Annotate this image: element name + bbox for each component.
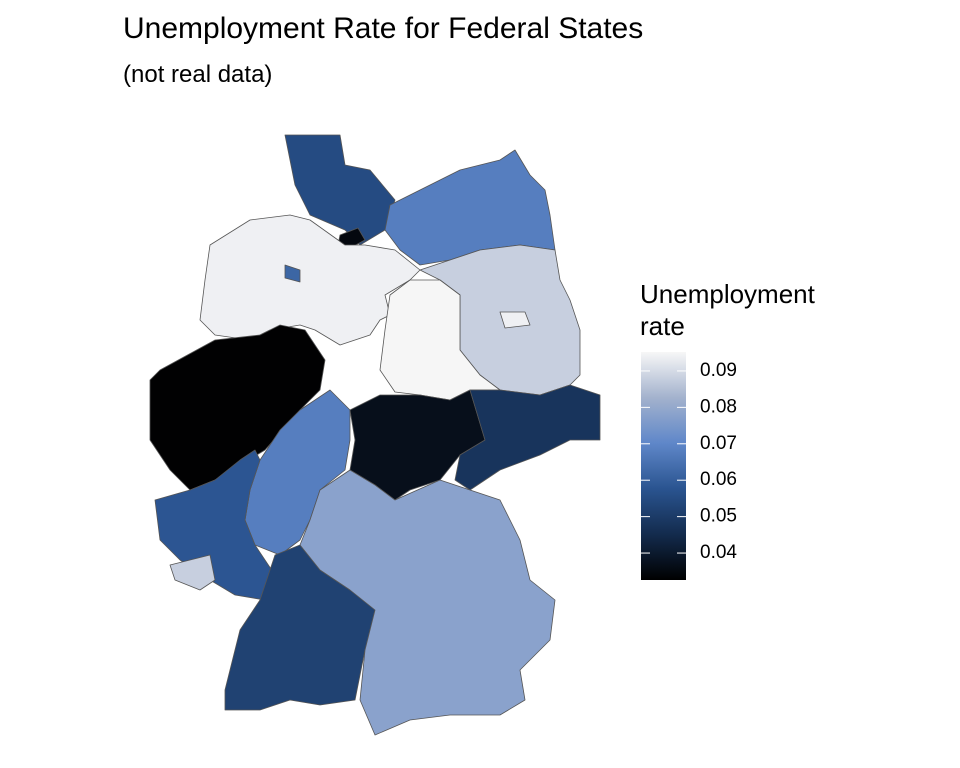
colorbar-label: 0.08 xyxy=(700,396,737,417)
subtitle: (not real data) xyxy=(123,61,273,88)
region xyxy=(284,134,396,246)
region xyxy=(149,324,326,491)
colorbar-label: 0.09 xyxy=(700,360,737,381)
colorbar-label: 0.06 xyxy=(700,469,737,490)
colorbar-label: 0.07 xyxy=(700,433,737,454)
region xyxy=(284,264,301,283)
region xyxy=(454,384,601,491)
colorbar-label: 0.05 xyxy=(700,506,737,527)
region xyxy=(169,554,216,591)
legend-title: Unemployment rate xyxy=(640,279,815,341)
region xyxy=(499,311,531,329)
colorbar-label: 0.04 xyxy=(700,542,737,563)
region xyxy=(199,214,421,346)
region xyxy=(384,149,556,266)
colorbar xyxy=(641,352,686,580)
title: Unemployment Rate for Federal States xyxy=(123,12,644,45)
region xyxy=(299,469,556,736)
